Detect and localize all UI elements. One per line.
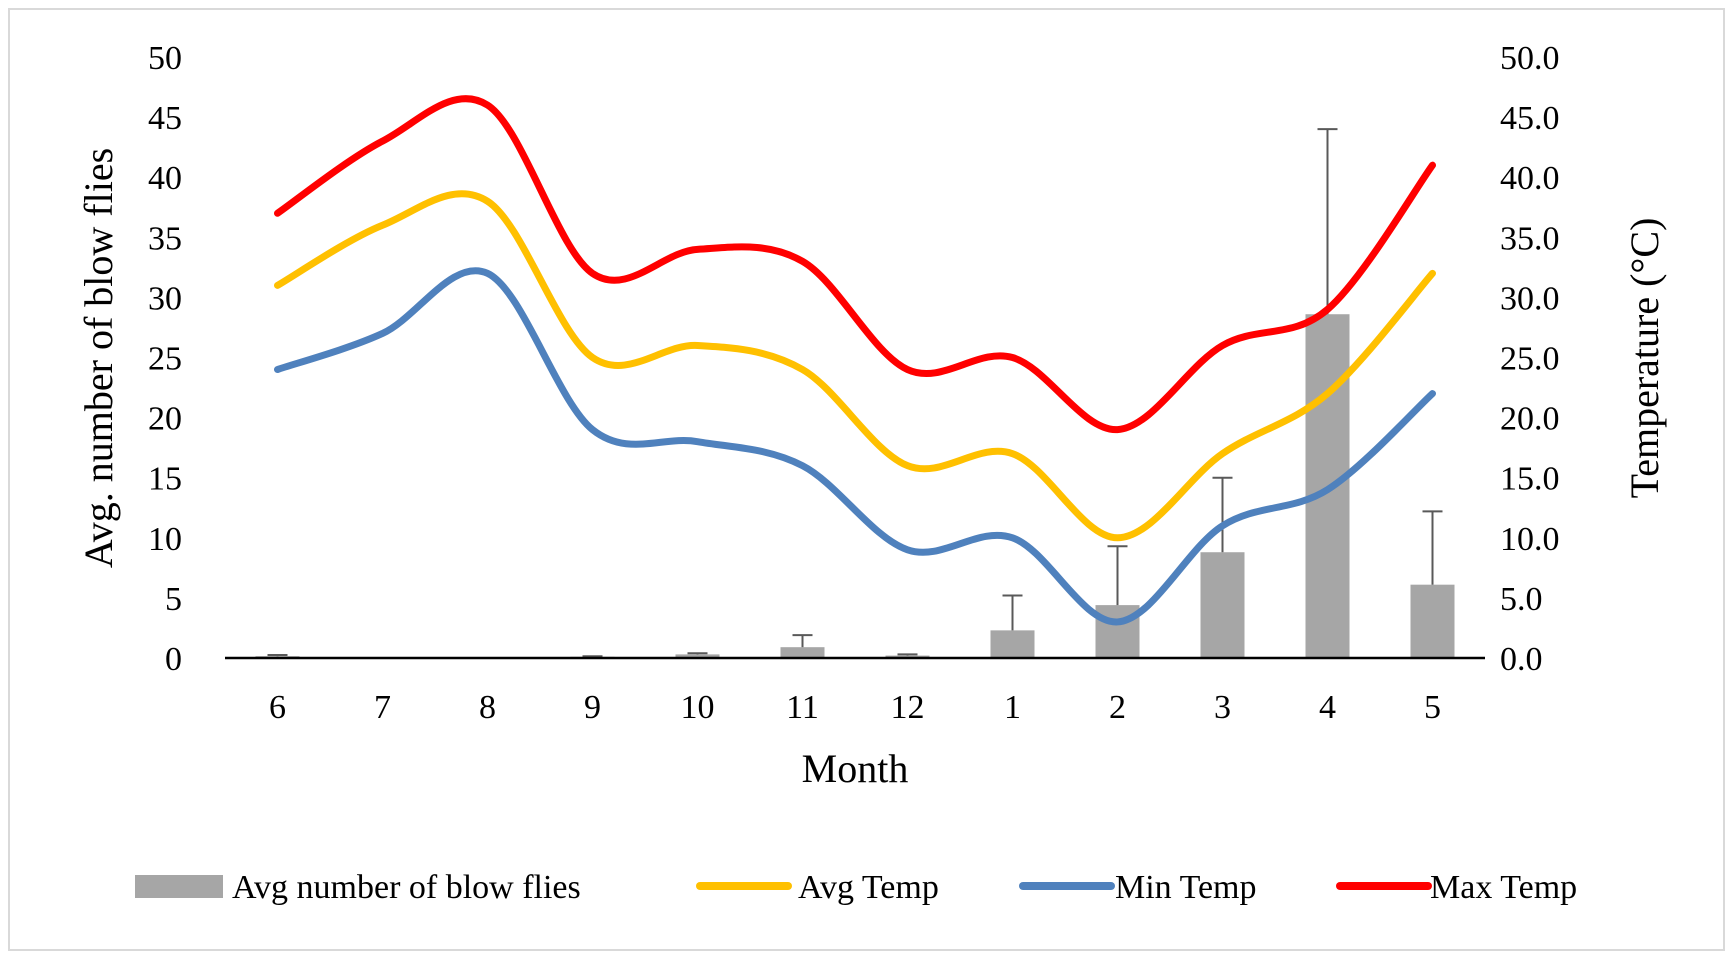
- x-axis-ticks: 6 7 8 9 10 11 12 1 2 3 4 5: [269, 689, 1441, 726]
- legend-swatch-bars: [135, 875, 223, 898]
- y-tick-label: 25: [148, 341, 182, 378]
- y2-tick-label: 15.0: [1500, 461, 1560, 498]
- x-tick-label: 11: [786, 689, 819, 726]
- x-tick-label: 1: [1004, 689, 1021, 726]
- bar: [990, 630, 1035, 658]
- x-tick-label: 3: [1214, 689, 1231, 726]
- bar: [675, 654, 720, 658]
- x-tick-label: 2: [1109, 689, 1126, 726]
- y2-axis-title: Temperature (°C): [1622, 218, 1667, 499]
- y2-tick-label: 50.0: [1500, 40, 1560, 77]
- y2-tick-label: 5.0: [1500, 581, 1543, 618]
- error-bars-layer: [267, 128, 1443, 658]
- y-tick-label: 20: [148, 401, 182, 438]
- x-tick-label: 10: [681, 689, 715, 726]
- x-tick-label: 7: [374, 689, 391, 726]
- y2-tick-label: 45.0: [1500, 100, 1560, 137]
- y2-axis-ticks: 0.0 5.0 10.0 15.0 20.0 25.0 30.0 35.0 40.0 45.0 50…: [1500, 40, 1560, 678]
- y-tick-label: 35: [148, 220, 182, 257]
- y2-tick-label: 40.0: [1500, 160, 1560, 197]
- y-tick-label: 15: [148, 461, 182, 498]
- max-temp-line: [274, 95, 1436, 434]
- y-tick-label: 5: [165, 581, 182, 618]
- y-tick-label: 30: [148, 280, 182, 317]
- y-tick-label: 0: [165, 641, 182, 678]
- bar: [780, 647, 825, 658]
- y2-tick-label: 25.0: [1500, 341, 1560, 378]
- y-axis-ticks: 0 5 10 15 20 25 30 35 40 45 50: [148, 40, 182, 678]
- x-tick-label: 8: [479, 689, 496, 726]
- x-tick-label: 4: [1319, 689, 1336, 726]
- y2-tick-label: 10.0: [1500, 521, 1560, 558]
- y2-tick-label: 35.0: [1500, 220, 1560, 257]
- x-tick-label: 12: [891, 689, 925, 726]
- bar: [1200, 552, 1245, 658]
- bars-layer: [255, 314, 1455, 658]
- legend-label-min-temp: Min Temp: [1115, 869, 1257, 906]
- y-axis-title: Avg. number of blow flies: [76, 148, 121, 568]
- x-axis-title: Month: [802, 746, 909, 791]
- legend: Avg number of blow flies Avg Temp Min Te…: [135, 869, 1577, 906]
- y-tick-label: 45: [148, 100, 182, 137]
- chart-frame: [8, 8, 1725, 951]
- y2-tick-label: 30.0: [1500, 280, 1560, 317]
- legend-label-bars: Avg number of blow flies: [232, 869, 581, 906]
- y-tick-label: 40: [148, 160, 182, 197]
- legend-label-max-temp: Max Temp: [1430, 869, 1577, 906]
- bar: [1410, 584, 1455, 658]
- x-tick-label: 9: [584, 689, 601, 726]
- avg-temp-line: [274, 190, 1436, 542]
- x-tick-label: 6: [269, 689, 286, 726]
- y2-tick-label: 0.0: [1500, 641, 1543, 678]
- y-tick-label: 10: [148, 521, 182, 558]
- legend-label-avg-temp: Avg Temp: [798, 869, 939, 906]
- min-temp-line: [274, 267, 1436, 626]
- y-tick-label: 50: [148, 40, 182, 77]
- x-tick-label: 5: [1424, 689, 1441, 726]
- y2-tick-label: 20.0: [1500, 401, 1560, 438]
- lines-layer: [274, 95, 1436, 626]
